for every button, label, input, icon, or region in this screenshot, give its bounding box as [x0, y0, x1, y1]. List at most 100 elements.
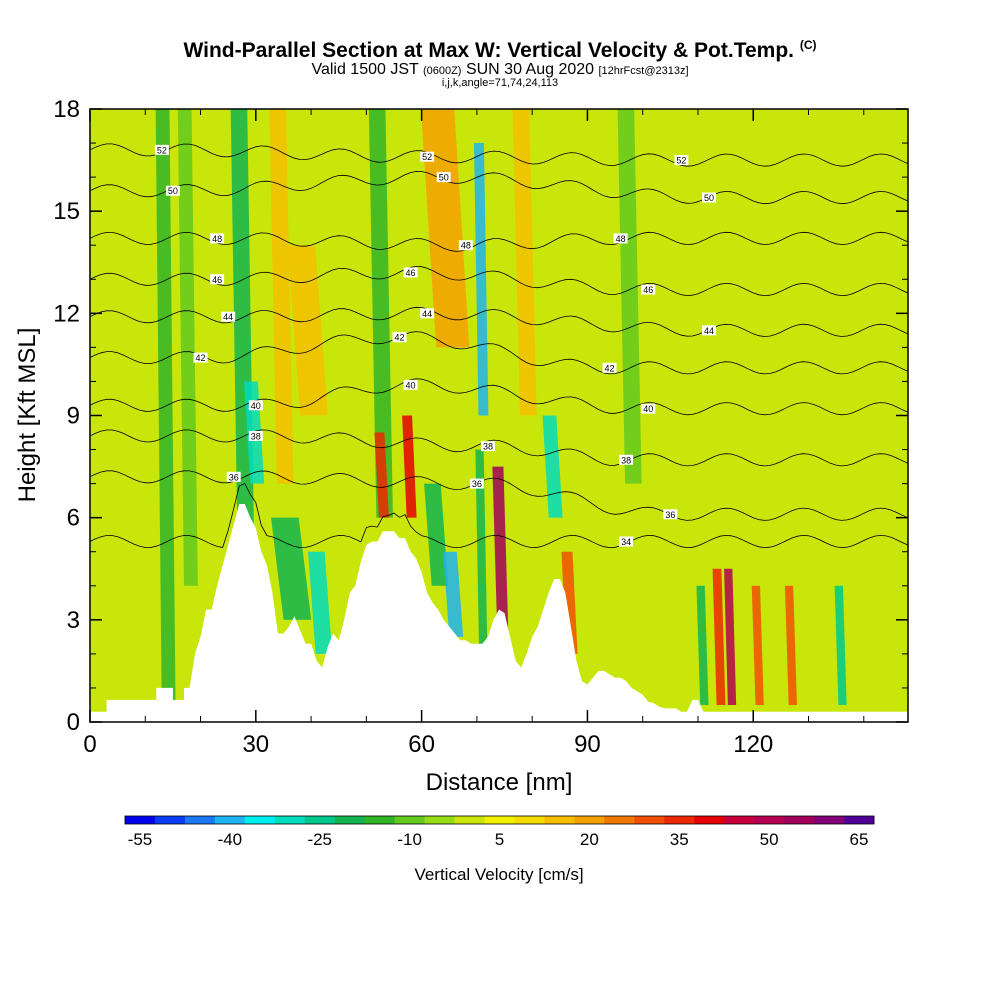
velocity-cell — [542, 415, 563, 518]
contour-label: 50 — [704, 193, 714, 203]
colorbar-tick-label: -25 — [307, 830, 332, 849]
colorbar-tick-label: 35 — [670, 830, 689, 849]
colorbar-swatch — [634, 816, 665, 824]
theta-contour — [90, 378, 908, 416]
contour-label: 50 — [439, 173, 449, 183]
contour-label-bg — [602, 362, 617, 373]
contour-label: 38 — [251, 431, 261, 441]
velocity-cell — [443, 551, 464, 637]
contour-label-bg — [702, 192, 717, 203]
colorbar-swatch — [604, 816, 635, 824]
velocity-cell — [834, 585, 847, 705]
valid-zulu: (0600Z) — [422, 65, 462, 77]
contour-label: 40 — [406, 380, 416, 390]
contour-label: 48 — [616, 234, 626, 244]
forecast-info: [12hrFcst@2313z] — [598, 65, 689, 77]
theta-contour — [90, 429, 908, 467]
colorbar-tick-label: 5 — [495, 830, 504, 849]
chart-title: Wind-Parallel Section at Max W: Vertical… — [0, 38, 1000, 63]
colorbar-swatch — [214, 816, 246, 824]
velocity-cell — [696, 585, 709, 705]
colorbar-swatch — [334, 816, 366, 824]
theta-contour — [90, 482, 908, 549]
contour-label: 38 — [483, 442, 493, 452]
contour-label: 52 — [676, 156, 686, 166]
contour-label-bg — [641, 284, 656, 295]
colorbar-swatch — [484, 816, 515, 824]
colorbar-swatch — [694, 816, 725, 824]
velocity-cell — [269, 109, 294, 484]
contour-label-bg — [674, 155, 689, 166]
colorbar-swatch — [544, 816, 575, 824]
contour-label: 44 — [223, 312, 233, 322]
colorbar-swatch — [304, 816, 336, 824]
y-tick-label: 6 — [67, 505, 80, 532]
contour-label-bg — [210, 274, 225, 285]
velocity-cell — [617, 109, 642, 484]
valid-time: Valid 1500 JST — [311, 61, 419, 78]
contour-label-bg — [226, 471, 241, 482]
terrain-mask — [90, 504, 908, 722]
colorbar-swatch — [424, 816, 456, 824]
contour-label-bg — [248, 400, 263, 411]
velocity-cell — [271, 517, 312, 620]
contour-label: 36 — [229, 472, 239, 482]
y-tick-label: 0 — [67, 709, 80, 736]
y-tick-label: 15 — [53, 198, 80, 225]
velocity-cell — [155, 109, 176, 722]
theta-contour — [90, 265, 908, 297]
contour-label: 42 — [395, 333, 405, 343]
colorbar-tick-label: 65 — [850, 830, 869, 849]
colorbar-swatch — [454, 816, 486, 824]
theta-contour — [90, 170, 908, 205]
contour-label: 38 — [621, 455, 631, 465]
contour-label-bg — [392, 332, 407, 343]
chart-title-text: Wind-Parallel Section at Max W: Vertical… — [183, 39, 794, 62]
x-tick-label: 60 — [408, 731, 435, 758]
y-tick-label: 3 — [67, 607, 80, 634]
theta-contour — [90, 306, 908, 337]
colorbar-swatch — [754, 816, 785, 824]
x-axis-label: Distance [nm] — [426, 769, 573, 796]
contour-label: 34 — [621, 537, 631, 547]
colorbar-swatch — [574, 816, 605, 824]
contour-label-bg — [619, 454, 634, 465]
contour-label-bg — [210, 233, 225, 244]
velocity-cell — [492, 466, 509, 637]
contour-label-bg — [193, 352, 208, 363]
colorbar-tick-label: -40 — [218, 830, 243, 849]
velocity-cell — [421, 109, 470, 348]
velocity-cell — [177, 109, 198, 586]
colorbar-swatch — [394, 816, 426, 824]
contour-label: 52 — [422, 152, 432, 162]
colorbar-swatch — [184, 816, 216, 824]
x-tick-label: 0 — [83, 731, 96, 758]
x-tick-label: 90 — [574, 731, 601, 758]
colorbar-label: Vertical Velocity [cm/s] — [414, 865, 583, 884]
colorbar-swatch — [724, 816, 755, 824]
contour-label-bg — [436, 172, 451, 183]
colorbar-swatch — [814, 816, 845, 824]
contour-label-bg — [248, 430, 263, 441]
contour-label: 42 — [605, 363, 615, 373]
contour-label-bg — [420, 308, 435, 319]
velocity-cell — [751, 585, 764, 705]
contour-label-bg — [221, 311, 236, 322]
velocity-cell — [287, 245, 328, 416]
contour-label: 40 — [643, 404, 653, 414]
y-tick-label: 9 — [67, 403, 80, 430]
velocity-cell — [402, 415, 417, 518]
colorbar-swatch — [244, 816, 276, 824]
velocity-cell — [712, 568, 726, 705]
colorbar-swatch — [274, 816, 306, 824]
colorbar-tick-label: -55 — [128, 830, 153, 849]
contour-label-bg — [403, 379, 418, 390]
velocity-cell — [473, 143, 489, 416]
contour-label: 48 — [212, 234, 222, 244]
valid-date: SUN 30 Aug 2020 — [465, 61, 595, 78]
contour-label-bg — [663, 509, 678, 520]
contour-label: 44 — [422, 309, 432, 319]
contour-label-bg — [469, 478, 484, 489]
velocity-cell — [230, 109, 255, 586]
contour-label: 46 — [406, 268, 416, 278]
